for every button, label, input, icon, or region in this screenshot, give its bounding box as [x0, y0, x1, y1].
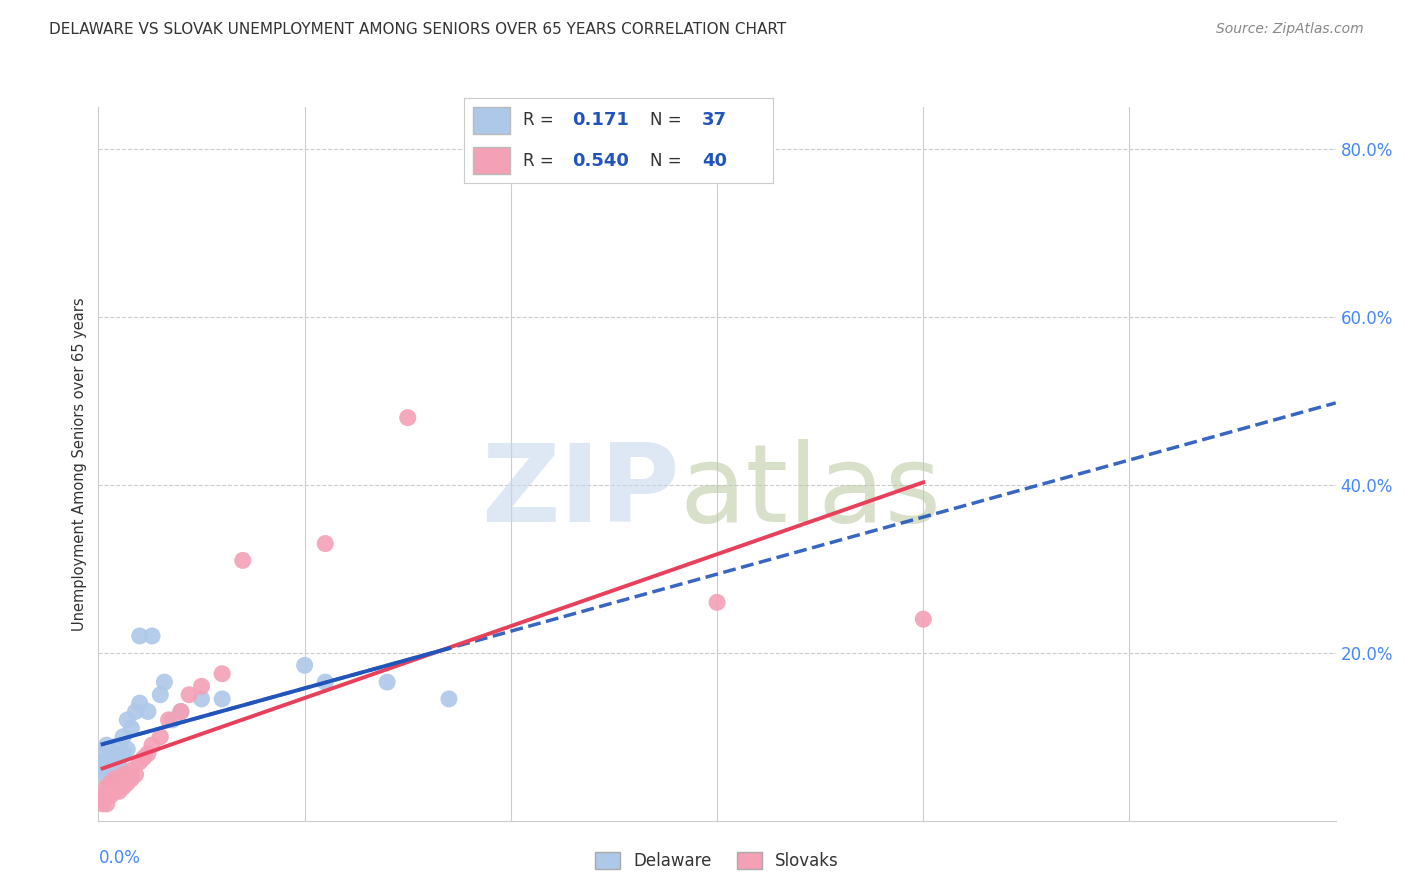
- Point: [112, 730, 135, 744]
- Point: [141, 738, 163, 752]
- FancyBboxPatch shape: [474, 107, 510, 134]
- Point: [375, 675, 398, 690]
- Text: 0.171: 0.171: [572, 112, 628, 129]
- Point: [108, 776, 131, 790]
- Point: [149, 688, 172, 702]
- Point: [96, 784, 118, 798]
- Point: [108, 738, 131, 752]
- Point: [104, 764, 127, 778]
- Point: [149, 730, 172, 744]
- Point: [211, 666, 233, 681]
- FancyBboxPatch shape: [474, 147, 510, 175]
- Legend: Delaware, Slovaks: Delaware, Slovaks: [589, 845, 845, 877]
- Point: [100, 755, 122, 769]
- Point: [124, 705, 146, 719]
- Point: [91, 764, 114, 778]
- Point: [100, 767, 122, 781]
- Point: [96, 780, 118, 794]
- Point: [117, 742, 139, 756]
- Text: 0.0%: 0.0%: [98, 849, 141, 867]
- Text: Source: ZipAtlas.com: Source: ZipAtlas.com: [1216, 22, 1364, 37]
- Point: [104, 784, 127, 798]
- Point: [396, 410, 419, 425]
- Text: R =: R =: [523, 152, 558, 169]
- Point: [104, 772, 127, 786]
- Point: [100, 750, 122, 764]
- Point: [117, 776, 139, 790]
- Point: [117, 767, 139, 781]
- Point: [314, 536, 336, 550]
- Point: [170, 705, 193, 719]
- Point: [108, 772, 131, 786]
- Text: N =: N =: [650, 152, 686, 169]
- Point: [112, 767, 135, 781]
- Point: [132, 750, 155, 764]
- Point: [96, 797, 118, 811]
- Point: [91, 747, 114, 761]
- Point: [136, 747, 159, 761]
- Point: [120, 721, 142, 735]
- Point: [120, 764, 142, 778]
- Point: [120, 772, 142, 786]
- Text: ZIP: ZIP: [481, 440, 681, 545]
- Text: 37: 37: [702, 112, 727, 129]
- Text: DELAWARE VS SLOVAK UNEMPLOYMENT AMONG SENIORS OVER 65 YEARS CORRELATION CHART: DELAWARE VS SLOVAK UNEMPLOYMENT AMONG SE…: [49, 22, 786, 37]
- Text: R =: R =: [523, 112, 558, 129]
- Point: [294, 658, 316, 673]
- Point: [912, 612, 935, 626]
- Point: [124, 767, 146, 781]
- Point: [91, 792, 114, 806]
- Point: [108, 780, 131, 794]
- Text: 0.540: 0.540: [572, 152, 628, 169]
- Point: [136, 705, 159, 719]
- Point: [153, 675, 176, 690]
- Point: [314, 675, 336, 690]
- Point: [104, 747, 127, 761]
- Point: [96, 764, 118, 778]
- Point: [96, 738, 118, 752]
- Point: [96, 759, 118, 773]
- Point: [179, 688, 201, 702]
- Point: [190, 679, 212, 693]
- Text: N =: N =: [650, 112, 686, 129]
- Point: [141, 629, 163, 643]
- Point: [96, 772, 118, 786]
- Text: atlas: atlas: [681, 440, 942, 545]
- Y-axis label: Unemployment Among Seniors over 65 years: Unemployment Among Seniors over 65 years: [72, 297, 87, 631]
- Point: [112, 780, 135, 794]
- Point: [91, 755, 114, 769]
- Text: 40: 40: [702, 152, 727, 169]
- Point: [108, 759, 131, 773]
- Point: [128, 696, 150, 710]
- Point: [128, 629, 150, 643]
- Point: [100, 776, 122, 790]
- Point: [104, 759, 127, 773]
- Point: [100, 780, 122, 794]
- Point: [706, 595, 728, 609]
- Point: [91, 797, 114, 811]
- Point: [437, 692, 460, 706]
- Point: [162, 713, 184, 727]
- Point: [100, 789, 122, 803]
- Point: [104, 755, 127, 769]
- Point: [108, 750, 131, 764]
- Point: [112, 747, 135, 761]
- Point: [232, 553, 254, 567]
- Point: [100, 784, 122, 798]
- Point: [157, 713, 180, 727]
- Point: [108, 784, 131, 798]
- Point: [128, 755, 150, 769]
- Point: [190, 692, 212, 706]
- Point: [170, 705, 193, 719]
- Point: [104, 780, 127, 794]
- Point: [112, 776, 135, 790]
- Point: [96, 789, 118, 803]
- Point: [211, 692, 233, 706]
- Point: [117, 713, 139, 727]
